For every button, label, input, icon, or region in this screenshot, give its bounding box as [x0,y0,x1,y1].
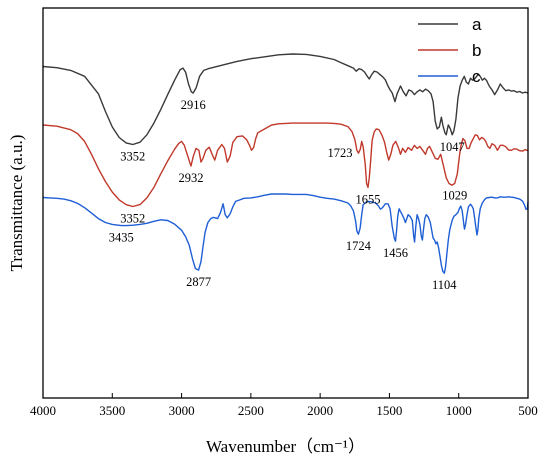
legend-label-b: b [472,41,481,60]
peak-label: 1456 [383,246,408,260]
x-tick-label: 2000 [307,403,333,418]
plot-frame [42,7,529,399]
peak-label: 1047 [440,140,465,154]
peak-label: 3352 [120,212,145,226]
peak-label: 1655 [355,192,380,206]
peak-label: 1029 [442,189,467,203]
peak-label: 2932 [178,171,203,185]
peak-label: 2877 [186,275,211,289]
annotation-layer: 3352 2916 1047 3352 2932 1723 1655 1029 3435 2877… [109,98,467,292]
y-axis-label: Transmittance (a.u.) [7,135,26,272]
x-tick-label: 500 [518,403,538,418]
peak-label: 2916 [181,98,206,112]
peak-label: 1104 [432,278,457,292]
legend-label-c: c [472,67,481,86]
series-line-a [42,53,529,146]
legend-label-a: a [472,15,482,34]
peak-label: 1724 [346,239,372,253]
legend: abc [418,15,482,86]
series-line-c [42,193,529,274]
x-tick-label: 1500 [376,403,402,418]
x-tick-label: 4000 [30,403,56,418]
x-tick-label: 3500 [99,403,125,418]
peak-label: 3352 [120,150,145,164]
peak-label: 3435 [109,231,134,245]
series-layer [42,53,529,274]
series-line-b [42,122,529,208]
x-tick-label: 2500 [238,403,264,418]
x-tick-label: 1000 [446,403,472,418]
x-axis-ticks: 4000 3500 3000 2500 2000 1500 1000 500 [30,393,538,418]
peak-label: 1723 [328,146,353,160]
x-tick-label: 3000 [169,403,195,418]
x-axis-label: Wavenumber（cm⁻¹） [206,437,365,456]
